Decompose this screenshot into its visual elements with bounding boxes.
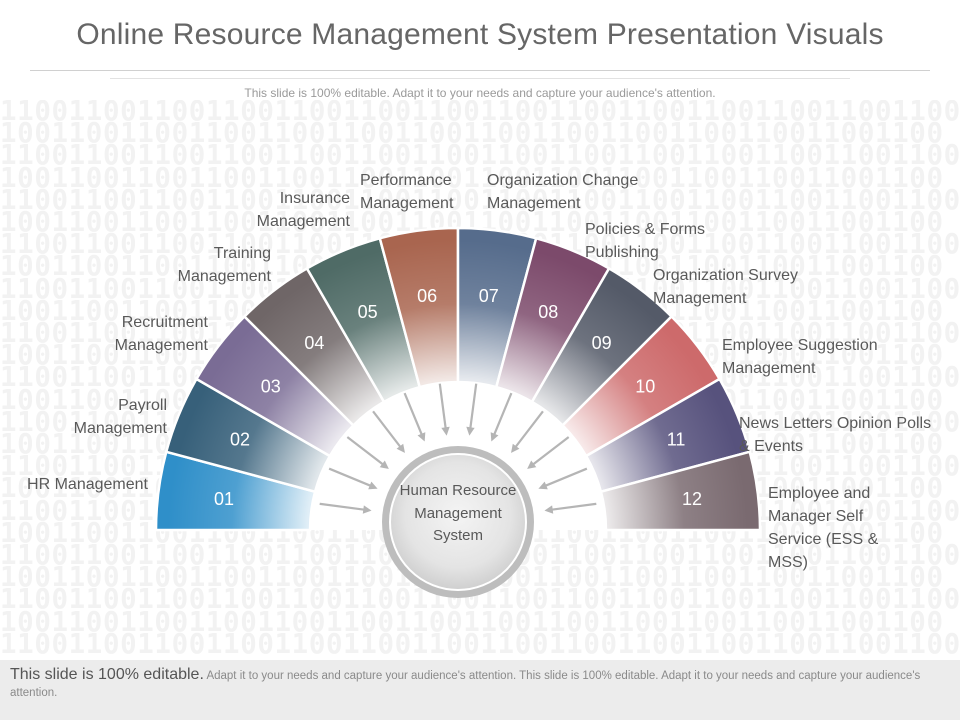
segment-number-06: 06 [417, 286, 437, 306]
segment-number-08: 08 [538, 302, 558, 322]
arrow-05 [402, 391, 427, 444]
segment-label-07: Organization Change Management [487, 172, 639, 212]
arrow-03 [345, 434, 391, 471]
segment-label-12: Employee and Manager Self Service (ESS &… [768, 485, 879, 571]
segment-number-09: 09 [592, 333, 612, 353]
segment-number-04: 04 [304, 333, 324, 353]
footer-body: Adapt it to your needs and capture your … [10, 670, 921, 699]
segment-label-01: HR Management [27, 476, 148, 493]
footer-lead: This slide is 100% editable. [10, 666, 204, 683]
footer-bar: This slide is 100% editable. Adapt it to… [0, 660, 960, 720]
segment-label-05: Insurance Management [256, 190, 350, 230]
arrow-12 [542, 501, 598, 516]
center-hub [382, 446, 534, 598]
segment-label-11: News Letters Opinion Polls & Events [739, 415, 932, 455]
segment-number-12: 12 [682, 489, 702, 509]
title-divider [30, 70, 930, 71]
arrow-07 [464, 382, 479, 438]
segment-label-06: Performance Management [360, 172, 454, 212]
page-subtitle: This slide is 100% editable. Adapt it to… [244, 86, 716, 100]
footer-text: This slide is 100% editable. Adapt it to… [10, 666, 940, 702]
segment-label-08: Policies & Forms Publishing [585, 221, 706, 261]
segment-number-11: 11 [667, 430, 686, 450]
segment-number-05: 05 [358, 302, 378, 322]
arrow-11 [536, 466, 589, 491]
segment-number-03: 03 [261, 376, 281, 396]
arrow-04 [370, 409, 407, 455]
segment-label-03: Recruitment Management [114, 314, 208, 354]
segment-label-09: Organization Survey Management [653, 267, 798, 307]
subtitle-divider [110, 78, 850, 79]
center-label: Human Resource Management System [399, 482, 517, 544]
hr-fan-diagram: 01 02 03 04 05 06 07 08 09 10 11 12 [154, 226, 762, 598]
arrow-09 [509, 409, 546, 455]
arrow-02 [327, 466, 380, 491]
arrow-08 [489, 391, 514, 444]
segment-number-01: 01 [214, 489, 234, 509]
arrow-10 [525, 434, 571, 471]
segment-label-10: Employee Suggestion Management [722, 337, 878, 377]
page-title: Online Resource Management System Presen… [76, 18, 884, 51]
segment-label-04: Training Management [177, 245, 271, 285]
segment-number-10: 10 [635, 376, 655, 396]
segment-number-07: 07 [479, 286, 499, 306]
segment-label-02: Payroll Management [73, 397, 167, 437]
arrow-01 [318, 501, 374, 516]
arrow-06 [437, 382, 452, 438]
segment-number-02: 02 [230, 430, 250, 450]
segment-fade-overlay [154, 226, 762, 530]
